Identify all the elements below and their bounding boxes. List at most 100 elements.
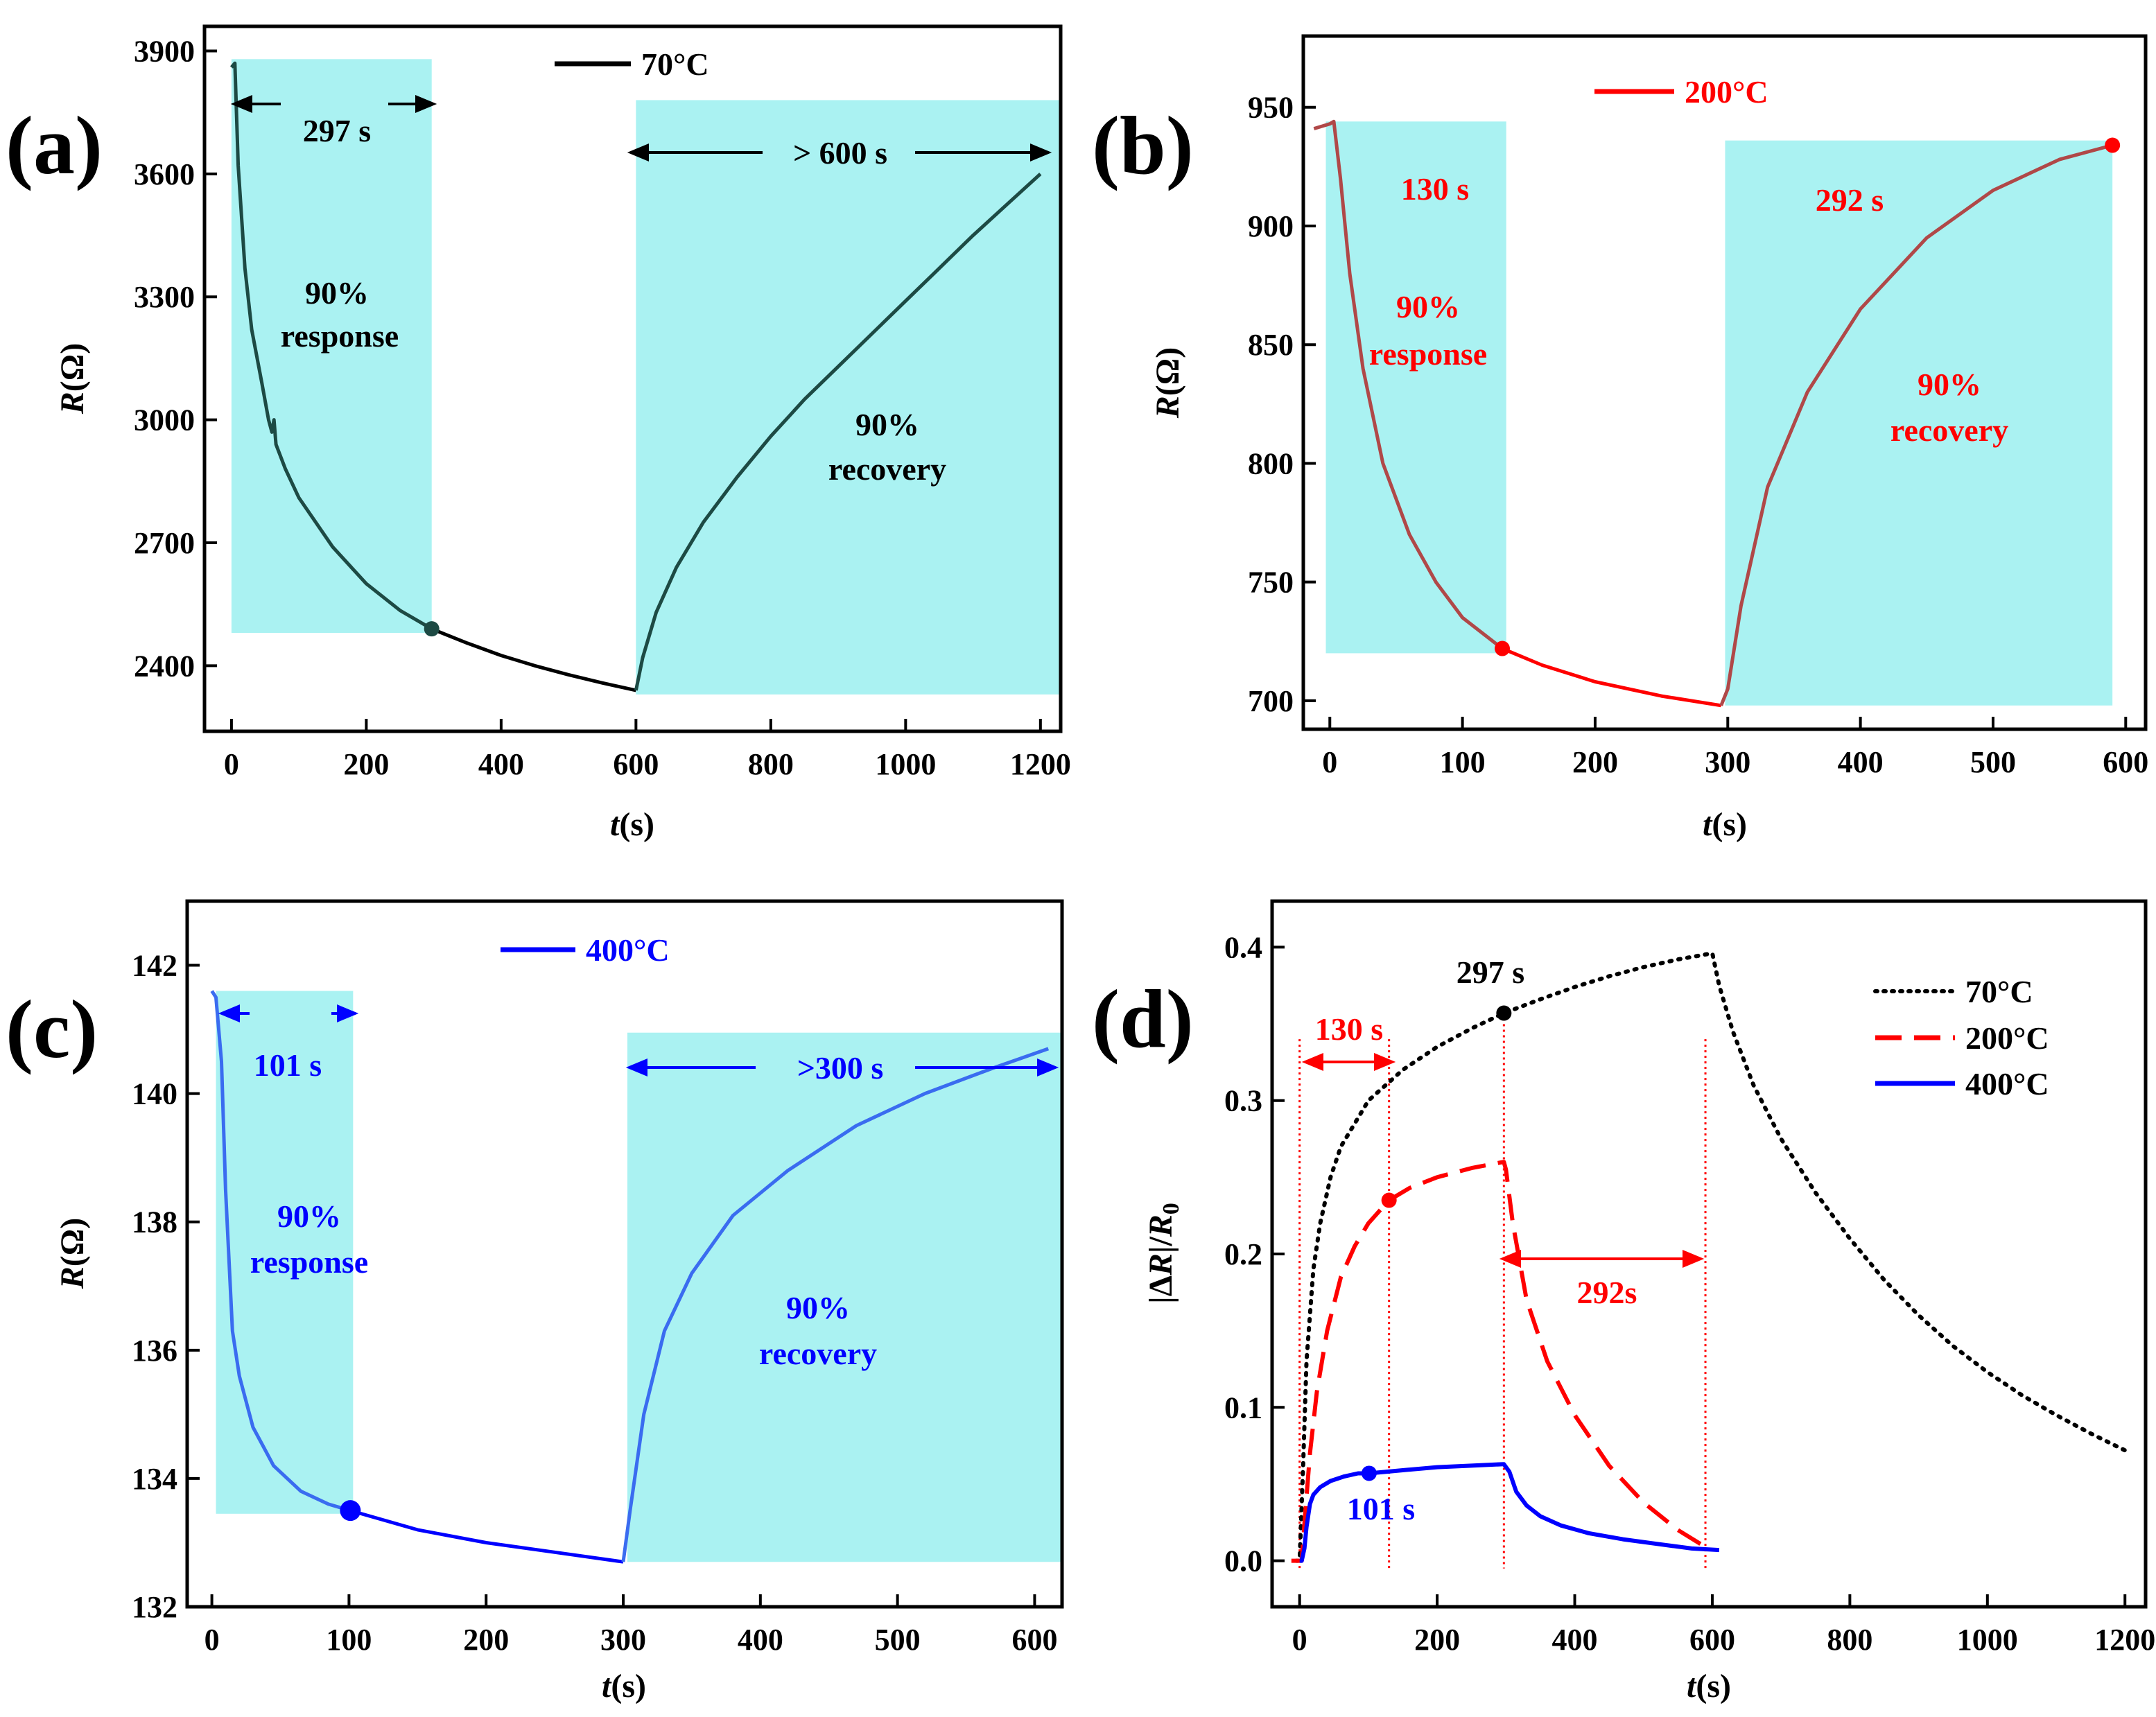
panel-c-recovery-arrow	[625, 1058, 1059, 1077]
panel-a-legend: 70°C	[555, 46, 709, 82]
panel-c-label: (c)	[6, 983, 98, 1075]
panel-d-series-0	[1294, 951, 2128, 1563]
panel-d: (d) 0 200 400 600 800 1000 1200 0.0 0.1 0.2 0.3 0.4…	[1092, 899, 2155, 1705]
panel-c-ytick-label: 132	[132, 1590, 177, 1624]
panel-a-response-marker	[424, 621, 440, 637]
panel-a-response-arrow	[230, 95, 437, 113]
panel-d-legend-label-200: 200°C	[1965, 1020, 2049, 1056]
panel-c-recovery-window	[627, 1032, 1062, 1562]
panel-a-ytick-label: 3300	[134, 280, 195, 314]
panel-b-response-curve	[1313, 119, 1504, 650]
panel-c-legend: 400°C	[501, 932, 670, 968]
panel-b: (b) 0 100 200 300 400 500 600 700 750 800 850 900 95…	[1092, 34, 2148, 843]
panel-d-130s-arrow	[1301, 1053, 1396, 1071]
panel-a-xtick-label: 200	[343, 747, 389, 781]
panel-d-xtick-label: 200	[1414, 1623, 1460, 1657]
panel-b-ytick-label: 950	[1248, 91, 1294, 125]
panel-c-xtick-label: 400	[738, 1623, 783, 1657]
panel-b-response-window	[1325, 121, 1506, 654]
panel-a-ytick-label: 2700	[134, 526, 195, 560]
panel-d-xtick-label: 400	[1552, 1623, 1598, 1657]
panel-c-recovery-curve	[621, 1047, 1050, 1562]
panel-a-response-curve	[229, 61, 433, 631]
panel-a-ytick-label: 3000	[134, 403, 195, 437]
panel-d-legend: 70°C 200°C 400°C	[1873, 974, 2049, 1101]
panel-b-response-time: 130 s	[1401, 171, 1469, 207]
panel-a-recovery-word: recovery	[828, 451, 946, 487]
panel-a-ytick-label: 3900	[134, 34, 195, 68]
panel-d-xtick-label: 1200	[2094, 1623, 2155, 1657]
panel-c-xtick-label: 100	[326, 1623, 372, 1657]
panel-a-recovery-curve	[634, 173, 1042, 691]
panel-a-recovery-pct: 90%	[855, 407, 919, 442]
panel-d-ytick-label: 0.4	[1224, 930, 1262, 964]
panel-b-ytick-label: 800	[1248, 446, 1294, 480]
panel-a-xtick-label: 1200	[1010, 747, 1071, 781]
panel-a-baseline-curve	[431, 627, 636, 692]
panel-c-baseline-curve	[349, 1508, 624, 1564]
panel-a-response-pct: 90%	[305, 275, 369, 311]
panel-a-ytick-label: 2400	[134, 649, 195, 683]
panel-c-recovery-time: >300 s	[797, 1050, 884, 1086]
panel-a-x-axis-label: t(s)	[610, 806, 654, 843]
panel-c-xtick-label: 500	[875, 1623, 921, 1657]
panel-b-recovery-curve	[1719, 143, 2113, 706]
panel-a-legend-label: 70°C	[641, 46, 709, 82]
panel-c-ytick-label: 134	[132, 1462, 177, 1496]
panel-d-series-2	[1299, 1462, 1720, 1563]
panel-a-response-window	[231, 59, 432, 634]
panel-d-series-1-marker	[1381, 1192, 1397, 1208]
panel-b-y-axis-label: R(Ω)	[1149, 347, 1186, 419]
panel-c-recovery-word: recovery	[759, 1336, 877, 1371]
panel-b-ytick-label: 700	[1248, 684, 1294, 718]
panel-d-label: (d)	[1092, 973, 1194, 1065]
panel-a-response-time: 297 s	[303, 113, 371, 148]
panel-c-response-word: response	[250, 1244, 368, 1280]
panel-d-ytick-label: 0.3	[1224, 1084, 1262, 1118]
panel-b-xtick-label: 600	[2103, 745, 2148, 779]
panel-b-xtick-label: 200	[1572, 745, 1618, 779]
panel-b-ytick-label: 900	[1248, 209, 1294, 243]
panel-b-xtick-label: 500	[1970, 745, 2016, 779]
panel-d-series-2-marker	[1361, 1465, 1377, 1481]
panel-a-plot-frame	[202, 24, 1063, 733]
panel-c-ytick-label: 142	[132, 949, 177, 983]
panel-b-x-axis-label: t(s)	[1703, 806, 1747, 843]
panel-b-plot-frame	[1301, 34, 2148, 731]
panel-c-recovery-pct: 90%	[786, 1290, 850, 1325]
panel-b-label: (b)	[1092, 99, 1194, 191]
panel-a-xtick-label: 1000	[875, 747, 936, 781]
panel-b-recovery-time: 292 s	[1816, 182, 1884, 218]
panel-b-ytick-label: 750	[1248, 566, 1294, 600]
panel-b-legend-label: 200°C	[1685, 74, 1768, 110]
panel-c-ytick-label: 136	[132, 1334, 177, 1368]
panel-d-xtick-label: 800	[1827, 1623, 1872, 1657]
panel-d-series-1	[1291, 1160, 1707, 1563]
panel-a-recovery-window	[636, 100, 1061, 695]
panel-c-legend-label: 400°C	[586, 932, 670, 968]
panel-a-ytick-label: 3600	[134, 157, 195, 191]
panel-d-legend-label-400: 400°C	[1965, 1066, 2049, 1101]
panel-c-response-pct: 90%	[277, 1199, 341, 1234]
panel-b-recovery-window	[1725, 140, 2113, 706]
panel-a-xtick-label: 600	[613, 747, 659, 781]
panel-d-ytick-label: 0.1	[1224, 1391, 1262, 1424]
panel-b-xtick-label: 400	[1838, 745, 1884, 779]
panel-a-recovery-arrow	[627, 143, 1052, 162]
panel-b-xtick-label: 0	[1322, 745, 1337, 779]
panel-d-292s-label: 292s	[1577, 1275, 1637, 1310]
panel-c-ytick-label: 140	[132, 1077, 177, 1111]
panel-c-response-window	[216, 991, 354, 1514]
panel-d-ytick-label: 0.2	[1224, 1237, 1262, 1271]
panel-d-legend-label-70: 70°C	[1965, 974, 2033, 1009]
panel-b-response-marker	[1495, 640, 1511, 656]
panel-b-recovery-word: recovery	[1890, 412, 2008, 448]
panel-b-response-pct: 90%	[1396, 289, 1460, 324]
panel-c-response-marker	[340, 1500, 361, 1522]
panel-d-series-0-marker	[1496, 1005, 1512, 1021]
panel-d-292s-arrow	[1499, 1250, 1705, 1268]
panel-a-y-axis-label: R(Ω)	[54, 343, 91, 415]
panel-a-xtick-label: 800	[748, 747, 794, 781]
panel-d-297s-label: 297 s	[1457, 955, 1524, 990]
panel-d-xtick-label: 0	[1292, 1623, 1307, 1657]
